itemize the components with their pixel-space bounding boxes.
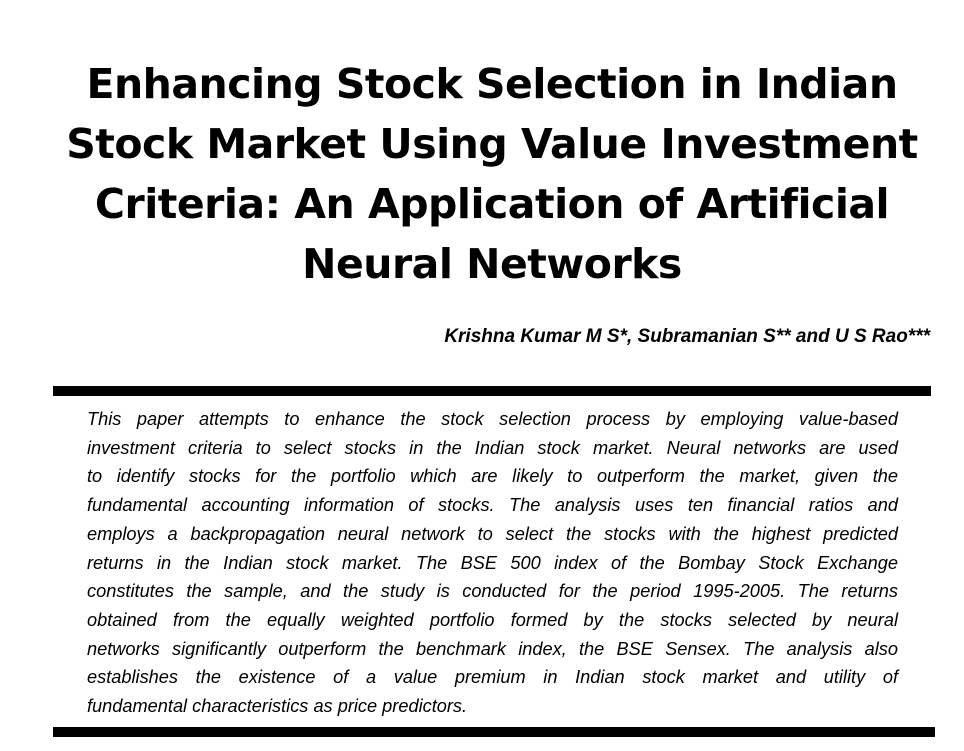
abstract-line: fundamental accounting information of st…: [87, 495, 898, 516]
title-line: Criteria: An Application of Artificial: [94, 180, 890, 228]
bottom-divider: [53, 727, 935, 737]
authors: Krishna Kumar M S*, Subramanian S** and …: [444, 326, 930, 347]
abstract-line: investment criteria to select stocks in …: [87, 437, 898, 458]
abstract-line: networks significantly outperform the be…: [87, 638, 898, 659]
top-divider: [53, 386, 931, 396]
title-line: Neural Networks: [302, 240, 682, 288]
abstract-line: employs a backpropagation neural network…: [87, 523, 898, 544]
paper-title: Enhancing Stock Selection in Indian Stoc…: [40, 54, 944, 294]
abstract-line: returns in the Indian stock market. The …: [87, 552, 898, 573]
title-line: Stock Market Using Value Investment: [66, 120, 918, 168]
abstract-line: This paper attempts to enhance the stock…: [87, 409, 898, 429]
title-line: Enhancing Stock Selection in Indian: [86, 60, 898, 108]
abstract-line: to identify stocks for the portfolio whi…: [87, 466, 898, 487]
abstract-line: constitutes the sample, and the study is…: [87, 581, 898, 602]
abstract-line: fundamental characteristics as price pre…: [87, 696, 468, 717]
abstract: This paper attempts to enhance the stock…: [87, 405, 898, 721]
abstract-line: establishes the existence of a value pre…: [87, 667, 898, 688]
abstract-line: obtained from the equally weighted portf…: [87, 609, 898, 630]
